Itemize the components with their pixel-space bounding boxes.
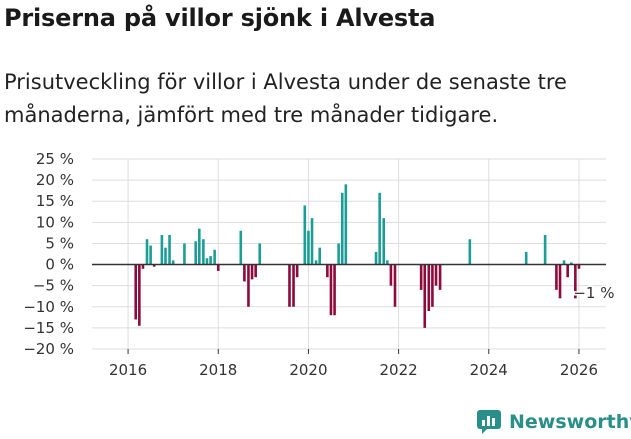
bar [168,235,171,265]
bar [292,264,295,307]
bar [307,230,310,265]
bar [566,264,569,278]
bar [205,258,209,265]
bar [374,251,378,265]
x-tick-label: 2018 [199,361,237,379]
bar [423,264,427,328]
y-tick-label: 10 % [36,213,74,231]
newsworthy-logo: Newsworthy [476,405,631,439]
bar [183,243,186,265]
y-tick-label: 20 % [36,171,74,189]
y-tick-label: 15 % [36,192,74,210]
bar [382,218,386,265]
bar [247,264,250,307]
bar [431,264,434,307]
bar [141,264,145,269]
bar [378,192,381,265]
y-tick-label: −20 % [23,340,74,358]
bar [258,243,262,265]
bar [574,264,577,299]
bar [198,228,201,265]
bar [160,235,164,265]
bar [295,264,299,278]
y-tick-label: −5 % [33,277,74,295]
bar [194,241,198,265]
bar [288,264,291,307]
bar [216,264,220,271]
brand-name: Newsworthy [509,411,631,433]
bar [134,264,138,320]
bar [202,239,205,265]
chart-subtitle: Prisutveckling för villor i Alvesta unde… [4,70,567,127]
bar [434,264,438,286]
bar [562,260,566,265]
bar [152,264,156,267]
x-tick-label: 2022 [380,361,418,379]
bar [340,192,344,265]
bar [326,264,329,278]
bar [164,247,167,265]
bar [145,239,149,265]
bar [558,264,562,299]
bar [314,260,318,265]
bar [209,256,212,265]
bar [543,235,547,265]
bar [329,264,333,316]
y-tick-label: −10 % [23,298,74,316]
bar [337,243,340,265]
x-tick-label: 2026 [560,361,598,379]
bar [213,249,216,265]
bar [239,230,243,265]
bar [468,239,472,265]
bar [254,264,257,278]
bar [344,184,348,265]
bar [250,264,254,280]
bar [171,260,175,265]
bar [427,264,431,311]
bar [303,205,307,265]
bar [419,264,423,290]
bar [393,264,397,307]
y-tick-label: 5 % [45,234,74,252]
last-value-annotation: −1 % [573,284,614,302]
bar [438,264,442,290]
chart-title: Priserna på villor sjönk i Alvesta [4,4,436,32]
y-tick-label: −15 % [23,319,74,337]
bar [149,245,152,265]
bar [577,264,581,269]
bar [569,262,573,265]
y-tick-label: 25 % [36,150,74,168]
bar [310,218,314,265]
bar [333,264,336,316]
x-tick-label: 2020 [289,361,327,379]
bar [555,264,558,290]
y-tick-label: 0 % [45,256,74,274]
bar [524,251,528,265]
bar [243,264,246,282]
bar [389,264,393,286]
bar [318,247,321,265]
x-tick-label: 2016 [109,361,147,379]
bar [138,264,141,326]
bar [386,260,389,265]
newsworthy-icon [477,410,501,434]
x-tick-label: 2024 [470,361,508,379]
